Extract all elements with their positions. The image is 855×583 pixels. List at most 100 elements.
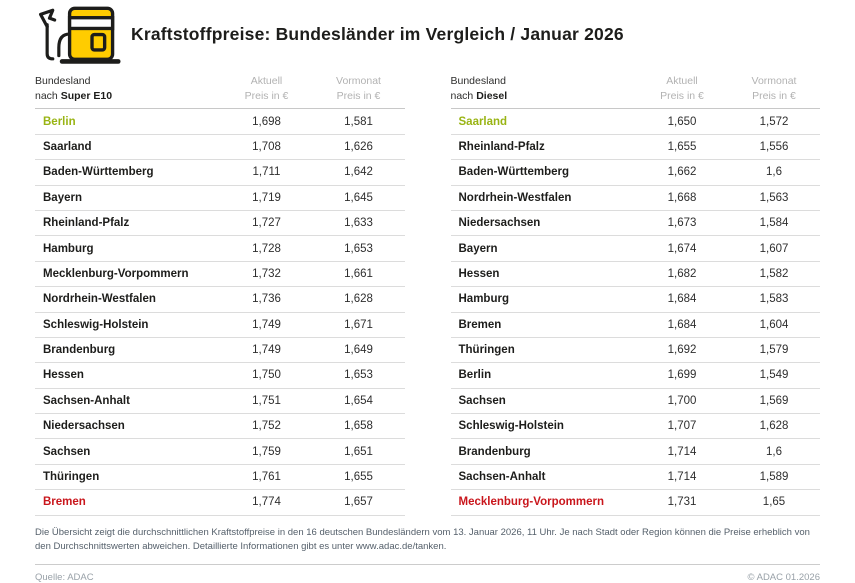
current-price: 1,650 xyxy=(667,115,697,128)
previous-price: 1,582 xyxy=(759,267,789,280)
table-row: Mecklenburg-Vorpommern 1,731 1,65 xyxy=(450,490,820,516)
table-row: Saarland 1,708 1,626 xyxy=(35,135,405,161)
table-row: Bremen 1,684 1,604 xyxy=(450,313,820,338)
current-price: 1,711 xyxy=(252,166,281,179)
previous-price: 1,626 xyxy=(344,140,373,153)
state-name: Bremen xyxy=(458,318,502,331)
current-price: 1,714 xyxy=(667,445,697,458)
state-name: Sachsen xyxy=(458,394,506,407)
state-name: Brandenburg xyxy=(458,445,531,458)
table-row: Bremen 1,774 1,657 xyxy=(35,490,405,516)
previous-price: 1,65 xyxy=(762,496,786,509)
previous-price: 1,628 xyxy=(759,420,789,433)
table-diesel: Bundesland nach Diesel Aktuell Preis in … xyxy=(450,74,820,516)
table-row: Nordrhein-Westfalen 1,668 1,563 xyxy=(450,186,820,211)
previous-price: 1,607 xyxy=(759,242,789,255)
tables-wrap: Bundesland nach Super E10 Aktuell Preis … xyxy=(35,74,820,516)
table-rows: Berlin 1,698 1,581 Saarland 1,708 1,626 Baden-… xyxy=(35,109,405,516)
state-name: Schleswig-Holstein xyxy=(43,318,149,331)
previous-price: 1,633 xyxy=(344,217,373,230)
state-name: Brandenburg xyxy=(43,344,116,357)
current-price: 1,752 xyxy=(252,420,281,433)
footer-divider xyxy=(35,564,820,566)
state-name: Saarland xyxy=(458,115,508,128)
current-price: 1,759 xyxy=(252,445,281,458)
state-column-header: Bundesland nach Super E10 xyxy=(35,75,113,102)
previous-column-header: Vormonat Preis in € xyxy=(336,75,381,102)
previous-price: 1,6 xyxy=(766,445,782,458)
current-price: 1,714 xyxy=(667,471,697,484)
fuel-pump-icon xyxy=(39,6,121,64)
state-name: Hessen xyxy=(458,267,500,280)
table-row: Hessen 1,682 1,582 xyxy=(450,262,820,288)
previous-price: 1,572 xyxy=(759,115,789,128)
current-price: 1,707 xyxy=(667,420,697,433)
previous-price: 1,569 xyxy=(759,394,789,407)
table-row: Brandenburg 1,714 1,6 xyxy=(450,439,820,465)
current-price: 1,727 xyxy=(252,217,281,230)
table-row: Schleswig-Holstein 1,749 1,671 xyxy=(35,313,405,338)
state-name: Sachsen-Anhalt xyxy=(43,394,130,407)
current-column-header: Aktuell Preis in € xyxy=(660,75,704,102)
state-column-header: Bundesland nach Diesel xyxy=(450,75,508,102)
state-name: Sachsen-Anhalt xyxy=(458,471,546,484)
previous-price: 1,657 xyxy=(344,496,373,509)
table-row: Mecklenburg-Vorpommern 1,732 1,661 xyxy=(35,262,405,288)
source-label: Quelle: ADAC xyxy=(35,572,94,583)
table-row: Hessen 1,750 1,653 xyxy=(35,363,405,389)
current-price: 1,684 xyxy=(667,318,697,331)
current-price: 1,692 xyxy=(667,344,697,357)
table-row: Sachsen-Anhalt 1,751 1,654 xyxy=(35,389,405,415)
state-name: Hamburg xyxy=(43,242,94,255)
footnote: Die Übersicht zeigt die durchschnittlich… xyxy=(35,526,810,553)
table-row: Sachsen 1,700 1,569 xyxy=(450,389,820,415)
state-name: Saarland xyxy=(43,140,92,153)
previous-price: 1,653 xyxy=(344,242,373,255)
current-price: 1,719 xyxy=(252,191,281,204)
previous-price: 1,628 xyxy=(344,293,373,306)
current-price: 1,761 xyxy=(252,471,281,484)
current-price: 1,749 xyxy=(252,344,281,357)
current-price: 1,662 xyxy=(667,166,697,179)
current-price: 1,751 xyxy=(252,394,281,407)
state-name: Baden-Württemberg xyxy=(43,166,154,179)
fuel-name: Super E10 xyxy=(60,89,113,102)
current-price: 1,668 xyxy=(667,191,697,204)
state-name: Bayern xyxy=(458,242,498,255)
table-row: Baden-Württemberg 1,711 1,642 xyxy=(35,160,405,186)
previous-column-header: Vormonat Preis in € xyxy=(751,75,797,102)
current-price: 1,698 xyxy=(252,115,281,128)
current-price: 1,655 xyxy=(667,140,697,153)
previous-price: 1,583 xyxy=(759,293,789,306)
previous-price: 1,645 xyxy=(344,191,373,204)
table-super-e10: Bundesland nach Super E10 Aktuell Preis … xyxy=(35,74,405,516)
state-name: Niedersachsen xyxy=(43,420,125,433)
table-header: Bundesland nach Super E10 Aktuell Preis … xyxy=(35,74,405,110)
current-price: 1,684 xyxy=(667,293,697,306)
header: Kraftstoffpreise: Bundesländer im Vergle… xyxy=(35,0,820,66)
state-name: Mecklenburg-Vorpommern xyxy=(43,267,189,280)
state-name: Nordrhein-Westfalen xyxy=(43,293,156,306)
current-price: 1,673 xyxy=(667,217,697,230)
current-price: 1,732 xyxy=(252,267,281,280)
table-row: Berlin 1,698 1,581 xyxy=(35,109,405,135)
previous-price: 1,604 xyxy=(759,318,789,331)
table-row: Baden-Württemberg 1,662 1,6 xyxy=(450,160,820,186)
state-name: Berlin xyxy=(43,115,76,128)
table-row: Brandenburg 1,749 1,649 xyxy=(35,338,405,364)
previous-price: 1,563 xyxy=(759,191,789,204)
table-row: Schleswig-Holstein 1,707 1,628 xyxy=(450,414,820,440)
current-price: 1,750 xyxy=(252,369,281,382)
footer: Quelle: ADAC © ADAC 01.2026 xyxy=(35,572,820,583)
previous-price: 1,655 xyxy=(344,471,373,484)
table-row: Rheinland-Pfalz 1,727 1,633 xyxy=(35,211,405,237)
table-row: Sachsen 1,759 1,651 xyxy=(35,439,405,465)
table-row: Thüringen 1,761 1,655 xyxy=(35,465,405,491)
fuel-name: Diesel xyxy=(476,89,508,102)
table-row: Bayern 1,719 1,645 xyxy=(35,186,405,211)
table-row: Thüringen 1,692 1,579 xyxy=(450,338,820,364)
current-price: 1,749 xyxy=(252,318,281,331)
table-row: Bayern 1,674 1,607 xyxy=(450,236,820,262)
state-name: Bayern xyxy=(43,191,82,204)
